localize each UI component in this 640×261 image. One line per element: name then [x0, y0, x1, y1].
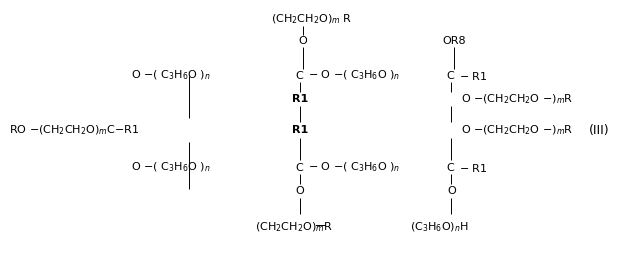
- Text: $-$ R1: $-$ R1: [460, 70, 488, 82]
- Text: C: C: [295, 163, 303, 173]
- Text: C: C: [447, 163, 454, 173]
- Text: R1: R1: [292, 94, 308, 104]
- Text: O $-$( C$_3$H$_6$O )$_n$: O $-$( C$_3$H$_6$O )$_n$: [131, 161, 211, 174]
- Text: O: O: [299, 36, 307, 46]
- Text: $-$ O $-$( C$_3$H$_6$O )$_n$: $-$ O $-$( C$_3$H$_6$O )$_n$: [308, 69, 401, 82]
- Text: $-$ O $-$( C$_3$H$_6$O )$_n$: $-$ O $-$( C$_3$H$_6$O )$_n$: [308, 161, 401, 174]
- Text: R1: R1: [292, 125, 308, 135]
- Text: O $-$(CH$_2$CH$_2$O $-$)$_m$R: O $-$(CH$_2$CH$_2$O $-$)$_m$R: [461, 123, 573, 137]
- Text: O $-$(CH$_2$CH$_2$O $-$)$_m$R: O $-$(CH$_2$CH$_2$O $-$)$_m$R: [461, 93, 573, 106]
- Text: C: C: [295, 70, 303, 81]
- Text: (CH$_2$CH$_2$O)$_m$ R: (CH$_2$CH$_2$O)$_m$ R: [271, 12, 353, 26]
- Text: OR8: OR8: [443, 36, 466, 46]
- Text: RO $-$(CH$_2$CH$_2$O)$_m$C$-$R1: RO $-$(CH$_2$CH$_2$O)$_m$C$-$R1: [10, 123, 140, 137]
- Text: $-$ R1: $-$ R1: [460, 162, 488, 174]
- Text: (C$_3$H$_6$O)$_n$H: (C$_3$H$_6$O)$_n$H: [410, 220, 468, 234]
- Text: (III): (III): [588, 123, 609, 137]
- Text: O: O: [296, 186, 305, 196]
- Text: O: O: [447, 186, 456, 196]
- Text: C: C: [447, 70, 454, 81]
- Text: O $-$( C$_3$H$_6$O )$_n$: O $-$( C$_3$H$_6$O )$_n$: [131, 69, 211, 82]
- Text: (CH$_2$CH$_2$O)$_{\overline{m}}$R: (CH$_2$CH$_2$O)$_{\overline{m}}$R: [255, 220, 333, 234]
